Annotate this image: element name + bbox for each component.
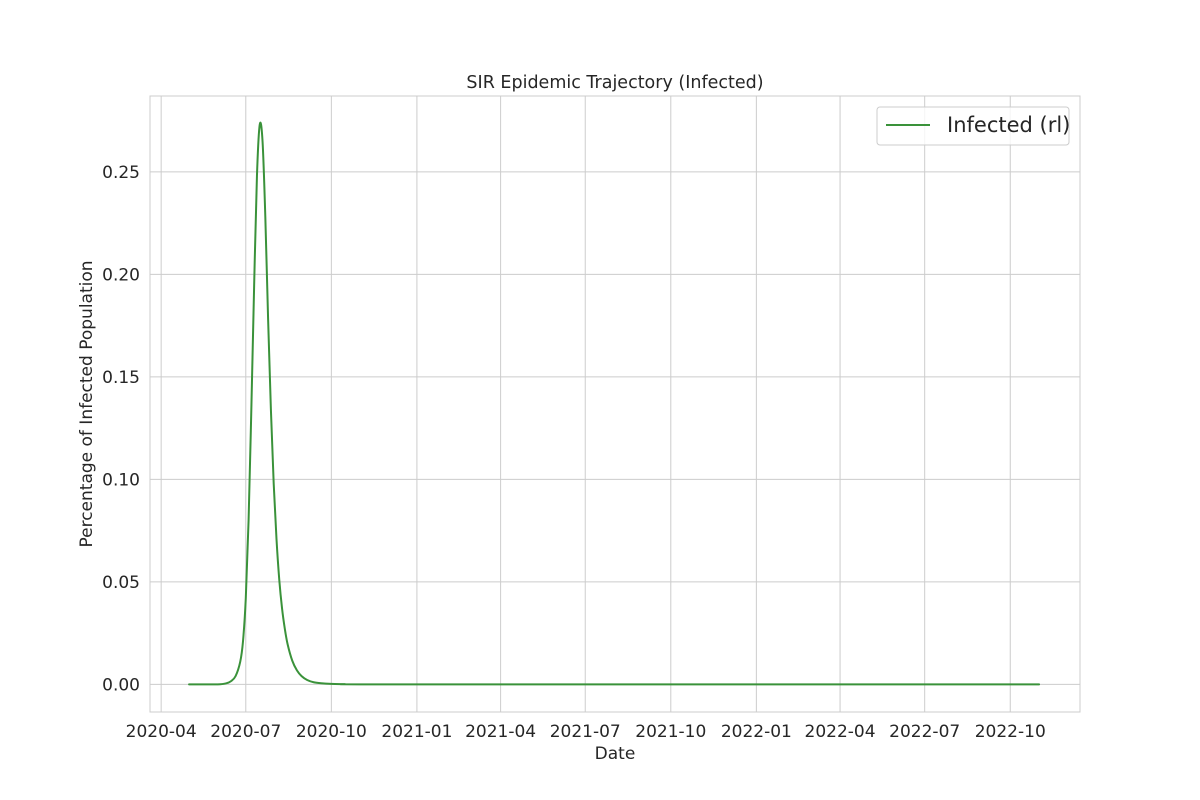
x-tick-label: 2022-01 xyxy=(721,722,792,742)
x-tick-label: 2020-10 xyxy=(296,722,367,742)
x-tick-label: 2022-04 xyxy=(805,722,876,742)
x-tick-label: 2022-10 xyxy=(975,722,1046,742)
y-tick-label: 0.00 xyxy=(102,675,140,695)
x-axis-label: Date xyxy=(595,744,636,764)
y-axis-label: Percentage of Infected Population xyxy=(77,260,97,547)
chart-title: SIR Epidemic Trajectory (Infected) xyxy=(466,73,763,93)
series-layer xyxy=(188,121,1041,686)
x-tick-labels: 2020-04 2020-07 2020-10 2021-01 2021-04 2021-… xyxy=(126,722,1046,742)
legend-label-infected: Infected (rl) xyxy=(947,113,1070,137)
x-tick-label: 2021-07 xyxy=(550,722,621,742)
x-tick-label: 2022-07 xyxy=(889,722,960,742)
y-tick-label: 0.20 xyxy=(102,265,140,285)
y-tick-label: 0.25 xyxy=(102,163,140,183)
x-tick-label: 2021-10 xyxy=(635,722,706,742)
x-tick-label: 2021-01 xyxy=(381,722,452,742)
legend: Infected (rl) xyxy=(876,106,1070,146)
x-tick-label: 2020-04 xyxy=(126,722,197,742)
legend-box xyxy=(876,106,1070,146)
plot-frame xyxy=(149,95,1081,713)
x-tick-label: 2021-04 xyxy=(465,722,536,742)
grid-layer xyxy=(150,96,1080,712)
y-tick-label: 0.15 xyxy=(102,368,140,388)
series-line-infected xyxy=(188,121,1041,686)
x-tick-label: 2020-07 xyxy=(210,722,281,742)
y-tick-labels: 0.00 0.05 0.10 0.15 0.20 0.25 xyxy=(102,163,140,695)
y-tick-label: 0.05 xyxy=(102,573,140,593)
y-tick-label: 0.10 xyxy=(102,470,140,490)
